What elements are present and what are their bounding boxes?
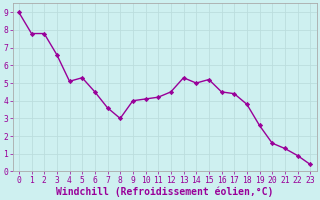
X-axis label: Windchill (Refroidissement éolien,°C): Windchill (Refroidissement éolien,°C): [56, 186, 273, 197]
